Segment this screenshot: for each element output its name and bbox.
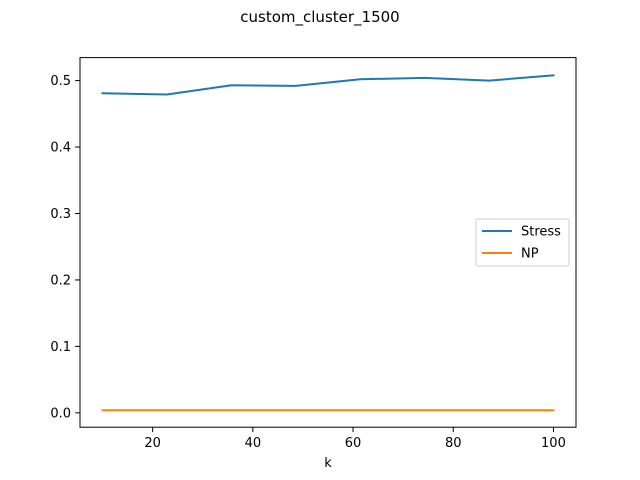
x-tick-label: 60 — [345, 436, 362, 451]
legend-label-stress: Stress — [521, 225, 561, 240]
y-tick-label: 0.1 — [50, 340, 71, 355]
plot-area — [79, 57, 577, 428]
y-tick-label: 0.2 — [50, 273, 71, 288]
y-tick-label: 0.5 — [50, 74, 71, 89]
x-tick-label: 100 — [541, 436, 566, 451]
y-tick-label: 0.3 — [50, 207, 71, 222]
x-axis-label: k — [324, 456, 332, 471]
legend-label-np: NP — [521, 247, 539, 262]
chart-title: custom_cluster_1500 — [240, 8, 399, 27]
series-lines — [101, 74, 555, 412]
x-tick-label: 80 — [445, 436, 462, 451]
y-tick-label: 0.0 — [50, 406, 71, 421]
y-tick-label: 0.4 — [50, 141, 71, 156]
x-tick-label: 20 — [144, 436, 161, 451]
legend: Stress NP — [475, 218, 570, 267]
x-tick-label: 40 — [245, 436, 262, 451]
y-axis: 0.0 0.1 0.2 0.3 0.4 0.5 — [50, 74, 80, 421]
x-axis: 20 40 60 80 100 — [144, 427, 566, 451]
series-line-stress — [101, 74, 555, 96]
